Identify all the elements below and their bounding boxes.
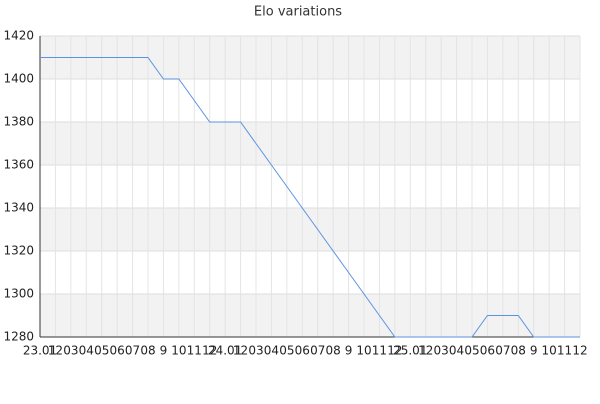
x-tick-label: 08	[511, 344, 526, 358]
x-tick-label: 07	[495, 344, 510, 358]
x-tick-label: 07	[310, 344, 325, 358]
x-tick-label: 05	[279, 344, 294, 358]
x-tick-label: 9	[345, 344, 353, 358]
x-tick-label: 10	[171, 344, 186, 358]
x-tick-label: 10	[356, 344, 371, 358]
y-tick-label: 1400	[3, 72, 34, 86]
x-tick-label: 12	[572, 344, 587, 358]
x-tick-label: 06	[480, 344, 495, 358]
x-tick-label: 05	[464, 344, 479, 358]
x-tick-label: 12	[418, 344, 433, 358]
x-tick-label: 04	[449, 344, 464, 358]
y-tick-label: 1420	[3, 29, 34, 43]
y-tick-label: 1380	[3, 115, 34, 129]
x-tick-label: 25.01	[393, 344, 427, 358]
x-tick-label: 9	[160, 344, 168, 358]
x-tick-label: 03	[434, 344, 449, 358]
x-tick-label: 12	[202, 344, 217, 358]
x-tick-label: 08	[140, 344, 155, 358]
chart-title: Elo variations	[254, 5, 342, 20]
x-tick-label: 12	[233, 344, 248, 358]
x-tick-label: 04	[264, 344, 279, 358]
x-tick-label: 10	[542, 344, 557, 358]
grid-band	[40, 122, 580, 165]
y-tick-label: 1360	[3, 158, 34, 172]
x-tick-label: 06	[295, 344, 310, 358]
x-tick-label: 12	[48, 344, 63, 358]
y-tick-label: 1340	[3, 201, 34, 215]
x-tick-label: 07	[125, 344, 140, 358]
x-tick-label: 08	[326, 344, 341, 358]
x-tick-label: 11	[557, 344, 572, 358]
x-tick-label: 24.01	[208, 344, 242, 358]
x-tick-label: 04	[79, 344, 94, 358]
x-tick-label: 9	[530, 344, 538, 358]
x-tick-label: 23.01	[23, 344, 57, 358]
y-tick-label: 1320	[3, 244, 34, 258]
grid-band	[40, 208, 580, 251]
x-tick-label: 06	[110, 344, 125, 358]
y-tick-label: 1280	[3, 330, 34, 344]
x-tick-label: 03	[248, 344, 263, 358]
y-tick-label: 1300	[3, 287, 34, 301]
line	[40, 57, 580, 338]
x-tick-label: 03	[63, 344, 78, 358]
x-tick-label: 11	[372, 344, 387, 358]
x-tick-label: 05	[94, 344, 109, 358]
x-tick-label: 11	[187, 344, 202, 358]
x-tick-label: 12	[387, 344, 402, 358]
